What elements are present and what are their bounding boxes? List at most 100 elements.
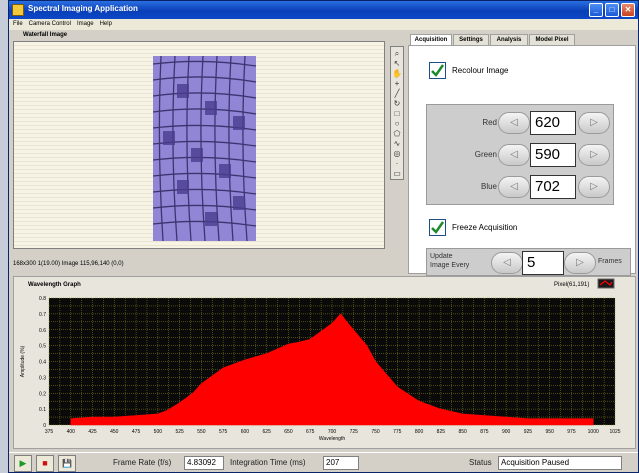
tab-analysis[interactable]: Analysis <box>490 34 528 45</box>
blue-increment-button[interactable]: ▷ <box>578 176 610 198</box>
update-label-line2: Image Every <box>430 262 470 269</box>
x-tick-label: 375 <box>45 429 54 435</box>
tab-model-pixel[interactable]: Model Pixel <box>529 34 575 45</box>
update-decrement-button[interactable]: ◁ <box>491 252 523 274</box>
wavelength-graph-panel: Wavelength Graph Pixel(61,191) 375 400 425 45… <box>13 276 636 449</box>
tab-acquisition[interactable]: Acquisition <box>410 34 452 46</box>
app-icon <box>12 4 24 16</box>
x-tick-label: 525 <box>175 429 184 435</box>
x-tick-label: 600 <box>241 429 250 435</box>
integration-time-label: Integration Time (ms) <box>230 458 306 467</box>
red-channel-row: Red ◁ 620 ▷ <box>427 111 615 135</box>
y-tick-label: 0.1 <box>39 407 46 413</box>
point-icon[interactable]: · <box>395 159 399 168</box>
x-tick-label: 750 <box>371 429 380 435</box>
x-tick-label: 500 <box>154 429 163 435</box>
line-icon[interactable]: ╱ <box>394 89 400 98</box>
green-label: Green <box>474 150 497 159</box>
x-axis-label: Wavelength <box>319 436 345 442</box>
status-label: Status <box>469 458 492 467</box>
control-tabs: Acquisition Settings Analysis Model Pixe… <box>408 34 636 276</box>
x-tick-label: 400 <box>67 429 76 435</box>
annulus-icon[interactable]: ◎ <box>393 149 401 158</box>
freehand-icon[interactable]: ∿ <box>393 139 401 148</box>
y-tick-label: 0.8 <box>39 296 46 302</box>
spectrum-area <box>70 313 594 426</box>
x-tick-label: 1000 <box>588 429 599 435</box>
x-tick-label: 700 <box>328 429 337 435</box>
update-label: Update Image Every <box>430 252 469 270</box>
tab-settings[interactable]: Settings <box>453 34 489 45</box>
waterfall-image-display[interactable] <box>13 41 385 249</box>
app-window: Spectral Imaging Application _ □ ✕ File … <box>8 0 639 473</box>
x-tick-label: 650 <box>284 429 293 435</box>
x-tick-label: 850 <box>458 429 467 435</box>
blue-decrement-button[interactable]: ◁ <box>498 176 530 198</box>
y-tick-label: 0.2 <box>39 391 46 397</box>
x-tick-label: 725 <box>350 429 359 435</box>
title-bar[interactable]: Spectral Imaging Application _ □ ✕ <box>9 1 638 19</box>
green-channel-row: Green ◁ 590 ▷ <box>427 143 615 167</box>
x-tick-label: 425 <box>88 429 97 435</box>
recolour-label: Recolour Image <box>452 66 509 75</box>
blue-channel-row: Blue ◁ 702 ▷ <box>427 175 615 199</box>
rectangle-icon[interactable]: □ <box>394 109 400 118</box>
blue-value-field[interactable]: 702 <box>530 175 576 199</box>
update-label-line1: Update <box>430 253 453 260</box>
x-tick-label: 975 <box>567 429 576 435</box>
waterfall-label: Waterfall Image <box>23 32 68 38</box>
pointer-icon[interactable]: ↖ <box>393 59 401 68</box>
text-icon[interactable]: ▭ <box>393 169 401 178</box>
y-axis-label: Amplitude (%) <box>20 345 26 377</box>
red-increment-button[interactable]: ▷ <box>578 112 610 134</box>
menu-help[interactable]: Help <box>99 21 112 27</box>
x-tick-label: 825 <box>437 429 446 435</box>
frame-rate-field: 4.83092 <box>184 456 224 470</box>
update-value-field[interactable]: 5 <box>522 251 564 275</box>
x-tick-label: 1025 <box>609 429 620 435</box>
x-tick-label: 775 <box>393 429 402 435</box>
menu-camera-control[interactable]: Camera Control <box>28 21 71 27</box>
close-button[interactable]: ✕ <box>621 3 635 17</box>
rotate-icon[interactable]: ↻ <box>393 99 401 108</box>
x-tick-label: 450 <box>110 429 119 435</box>
x-tick-label: 875 <box>480 429 489 435</box>
update-frequency-group: Update Image Every ◁ 5 ▷ Frames <box>426 248 631 276</box>
wavelength-graph[interactable]: Wavelength Graph Pixel(61,191) 375 400 425 45… <box>14 277 637 450</box>
frames-label: Frames <box>598 258 622 265</box>
update-increment-button[interactable]: ▷ <box>564 252 596 274</box>
play-button[interactable]: ▶ <box>14 455 32 472</box>
x-tick-label: 950 <box>546 429 555 435</box>
oval-icon[interactable]: ○ <box>394 119 400 128</box>
x-tick-label: 925 <box>524 429 533 435</box>
menu-image[interactable]: Image <box>76 21 94 27</box>
maximize-button[interactable]: □ <box>605 3 619 17</box>
y-tick-label: 0.4 <box>39 360 46 366</box>
red-label: Red <box>482 118 497 127</box>
crosshair-icon[interactable]: + <box>394 79 400 88</box>
pan-icon[interactable]: ✋ <box>392 69 402 78</box>
rgb-channel-group: Red ◁ 620 ▷ Green ◁ 590 ▷ Blue ◁ 702 ▷ <box>426 104 614 205</box>
image-tool-palette: ⌕ ↖ ✋ + ╱ ↻ □ ○ ⬠ ∿ ◎ · ▭ <box>390 46 404 180</box>
freeze-checkbox[interactable] <box>429 219 446 236</box>
stop-button[interactable]: ■ <box>36 455 54 472</box>
bottom-control-bar: ▶ ■ 💾 Frame Rate (f/s) 4.83092 Integrati… <box>9 452 638 472</box>
x-tick-label: 675 <box>306 429 315 435</box>
red-decrement-button[interactable]: ◁ <box>498 112 530 134</box>
red-value-field[interactable]: 620 <box>530 111 576 135</box>
y-tick-label: 0.5 <box>39 344 46 350</box>
green-value-field[interactable]: 590 <box>530 143 576 167</box>
minimize-button[interactable]: _ <box>589 3 603 17</box>
frame-rate-label: Frame Rate (f/s) <box>113 458 172 467</box>
waterfall-status: 168x300 1(19.00) Image 115,96,140 (0,0) <box>13 261 124 267</box>
green-decrement-button[interactable]: ◁ <box>498 144 530 166</box>
zoom-icon[interactable]: ⌕ <box>394 49 400 58</box>
polygon-icon[interactable]: ⬠ <box>393 129 401 138</box>
green-increment-button[interactable]: ▷ <box>578 144 610 166</box>
menu-file[interactable]: File <box>13 21 23 27</box>
y-tick-label: 0 <box>43 423 46 429</box>
blue-label: Blue <box>480 182 497 191</box>
status-field: Acquisition Paused <box>498 456 622 470</box>
save-button[interactable]: 💾 <box>58 455 76 472</box>
recolour-checkbox[interactable] <box>429 62 446 79</box>
